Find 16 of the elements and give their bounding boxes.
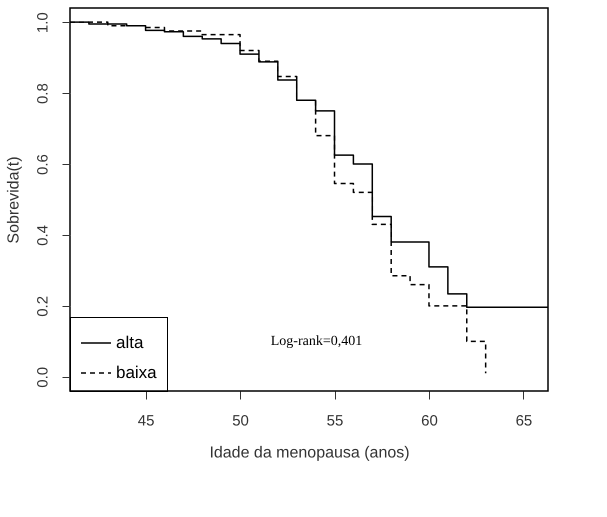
y-tick-label: 0.6	[34, 154, 52, 175]
y-axis-title: Sobrevida(t)	[6, 156, 22, 244]
legend-label: alta	[116, 333, 144, 352]
y-tick-label: 0.2	[34, 296, 52, 317]
x-axis-title: Idade da menopausa (anos)	[209, 444, 410, 462]
x-tick-label: 45	[138, 412, 154, 430]
y-tick-label: 0.8	[34, 83, 52, 104]
x-tick-label: 65	[516, 412, 532, 430]
y-tick-label: 0.0	[34, 366, 52, 388]
annotation: Log-rank=0,401	[270, 334, 362, 350]
x-tick-label: 60	[421, 412, 438, 430]
legend-label: baixa	[116, 363, 158, 382]
y-tick-label: 1.0	[34, 12, 52, 34]
x-tick-label: 55	[326, 412, 344, 430]
y-tick-label: 0.4	[34, 225, 52, 246]
x-tick-label: 50	[232, 412, 249, 430]
